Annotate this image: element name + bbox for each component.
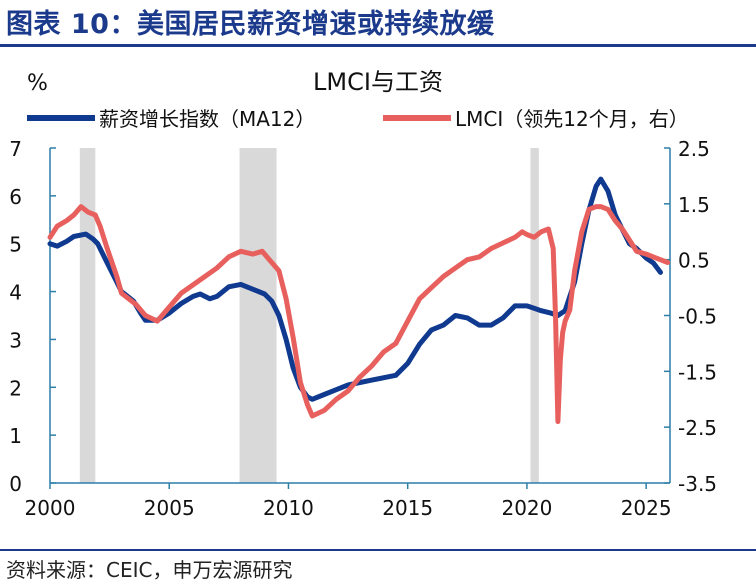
left-tick-label: 1 (9, 424, 22, 448)
chart: 0 1 2 3 4 5 6 7 -3.5 -2.5 -1.5 -0.5 0.5 1.5 2.5 2000 200… (9, 68, 717, 520)
x-tick-label: 2005 (144, 496, 195, 520)
heading-rule (0, 44, 756, 47)
right-tick-label: 1.5 (678, 193, 710, 217)
recession-band-2 (239, 148, 277, 483)
recession-bands (79, 148, 539, 483)
x-tick-label: 2010 (263, 496, 314, 520)
x-tick-label: 2015 (382, 496, 433, 520)
x-tick-label: 2025 (621, 496, 672, 520)
left-tick-label: 5 (9, 233, 22, 257)
right-tick-label: 0.5 (678, 249, 710, 273)
x-tick-label: 2020 (501, 496, 552, 520)
legend-label-1: 薪资增长指数（MA12） (99, 107, 315, 131)
left-axis-unit: % (27, 71, 48, 96)
source-note: 资料来源：CEIC，申万宏源研究 (6, 558, 293, 582)
right-tick-label: -0.5 (678, 305, 717, 329)
series-line-2 (47, 204, 671, 425)
series-line-1 (47, 176, 663, 402)
right-tick-label: -1.5 (678, 360, 717, 384)
left-tick-label: 7 (9, 137, 22, 161)
left-tick-label: 0 (9, 472, 22, 496)
chart-title: LMCI与工资 (313, 68, 443, 96)
figure-heading: 图表 10：美国居民薪资增速或持续放缓 (6, 9, 495, 40)
left-tick-label: 3 (9, 328, 22, 352)
x-tick-label: 2000 (25, 496, 76, 520)
right-tick-label: 2.5 (678, 137, 710, 161)
series-lines (47, 176, 671, 425)
left-tick-label: 2 (9, 376, 22, 400)
legend-label-2: LMCI（领先12个月，右） (455, 107, 689, 131)
axes: 0 1 2 3 4 5 6 7 -3.5 -2.5 -1.5 -0.5 0.5 1.5 2.5 2000 200… (9, 137, 717, 520)
recession-band-1 (79, 148, 96, 483)
footer-rule (0, 549, 756, 551)
left-tick-label: 4 (9, 281, 22, 305)
recession-band-3 (530, 148, 539, 483)
legend: 薪资增长指数（MA12） LMCI（领先12个月，右） (27, 107, 689, 131)
right-tick-label: -3.5 (678, 472, 717, 496)
left-tick-label: 6 (9, 185, 22, 209)
right-tick-label: -2.5 (678, 416, 717, 440)
